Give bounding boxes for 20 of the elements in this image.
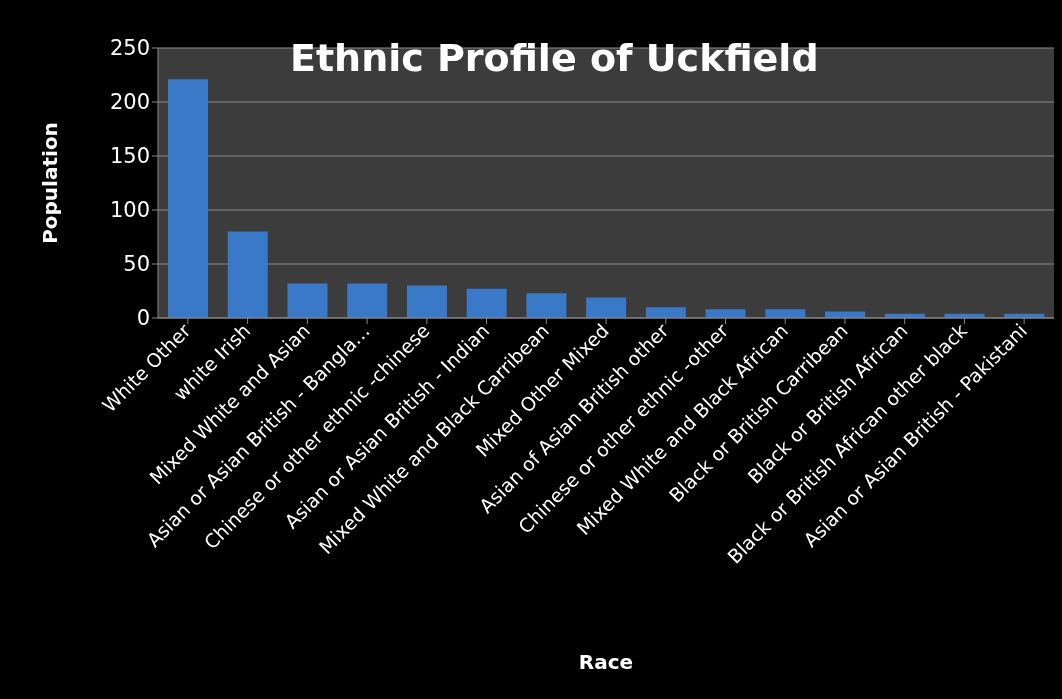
bar	[705, 309, 746, 318]
bar	[466, 288, 507, 318]
bar	[168, 79, 208, 318]
bar	[287, 283, 328, 318]
bar	[347, 283, 388, 318]
bar	[645, 307, 686, 318]
y-tick-label: 150	[109, 144, 150, 169]
chart-title: Ethnic Profile of Uckfield	[290, 36, 819, 80]
bar	[586, 297, 627, 318]
y-tick-label: 100	[109, 198, 150, 223]
bar	[526, 293, 567, 318]
bar	[765, 309, 806, 318]
y-tick-label: 50	[123, 252, 150, 277]
bar	[227, 231, 268, 318]
y-tick-label: 200	[109, 90, 150, 115]
y-axis-title: Population	[38, 122, 63, 244]
x-axis-title: Race	[578, 650, 634, 674]
y-tick-label: 250	[109, 36, 150, 61]
bar	[406, 285, 447, 318]
y-tick-label: 0	[136, 306, 150, 331]
